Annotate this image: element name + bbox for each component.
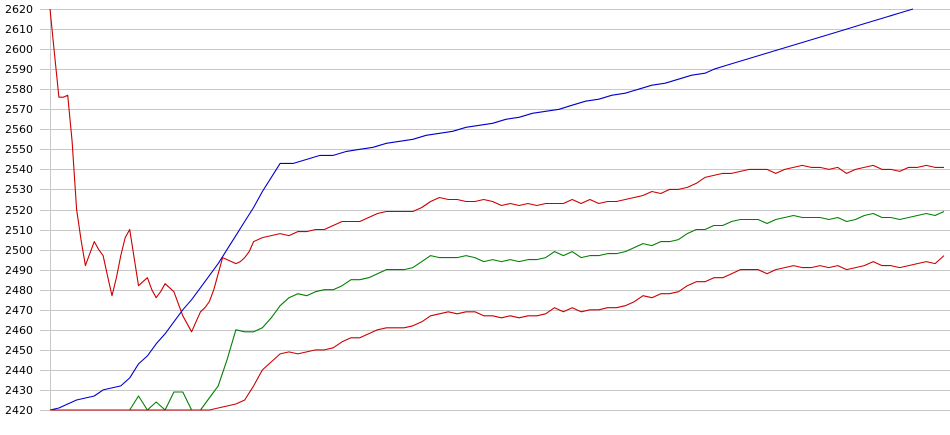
y-tick-label: 2430 [5, 384, 33, 397]
series-line-1 [49, 8, 914, 411]
y-tick-label: 2520 [5, 204, 33, 217]
y-tick-label: 2470 [5, 304, 33, 317]
y-tick-label: 2440 [5, 364, 33, 377]
y-tick-label: 2530 [5, 183, 33, 196]
y-tick-label: 2550 [5, 143, 33, 156]
y-tick-label: 2420 [5, 404, 33, 417]
y-tick-label: 2500 [5, 244, 33, 257]
series-line-4 [50, 255, 945, 411]
grid [40, 9, 950, 411]
y-tick-label: 2510 [5, 224, 33, 237]
y-tick-label: 2450 [5, 344, 33, 357]
y-tick-label: 2540 [5, 163, 33, 176]
y-tick-label: 2480 [5, 284, 33, 297]
y-tick-label: 2610 [5, 23, 33, 36]
series-line-2 [49, 8, 944, 333]
y-tick-label: 2590 [5, 63, 33, 76]
y-axis-tick-labels: 2420 2430 2440 2450 2460 2470 2480 2490 2500 2510… [5, 3, 33, 417]
series-group [49, 8, 945, 411]
y-tick-label: 2460 [5, 324, 33, 337]
y-tick-label: 2580 [5, 83, 33, 96]
y-tick-label: 2490 [5, 264, 33, 277]
y-tick-label: 2560 [5, 123, 33, 136]
y-tick-label: 2620 [5, 3, 33, 16]
y-tick-label: 2570 [5, 103, 33, 116]
y-tick-label: 2600 [5, 43, 33, 56]
